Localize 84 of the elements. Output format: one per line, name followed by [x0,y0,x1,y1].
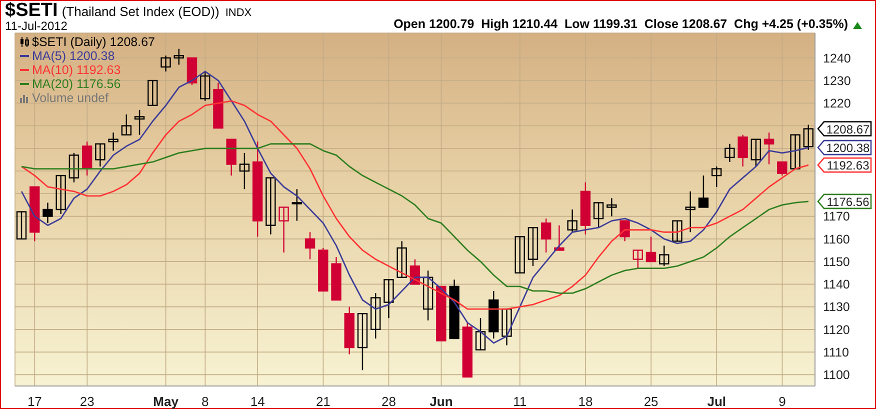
x-tick-label: 23 [80,394,94,409]
text: INDX [225,7,252,19]
candlestick [790,134,800,170]
candlestick [121,114,132,136]
text: Open 1200.79 High 1210.44 Low 1199.31 Close 1208.67 Chg +4.25 (+0.35%) [394,17,848,31]
candlestick [646,236,656,262]
candlestick [174,48,184,66]
annotation: Volume undef [32,91,108,105]
y-tick-label: 1170 [823,210,850,224]
candlestick [95,143,106,168]
candlestick [514,236,525,274]
legend-label: MA(20) 1176.56 [32,77,121,91]
x-tick-label: 14 [250,394,265,409]
x-tick-label: 9 [778,394,786,409]
x-tick-label: 25 [644,394,658,409]
y-tick-label: 1230 [823,74,851,88]
candlestick [239,152,250,190]
candlestick [750,138,762,168]
candlestick [540,218,552,254]
candlestick [304,232,316,260]
y-tick-label: 1240 [823,51,851,66]
legend-label: MA(10) 1192.63 [32,63,121,77]
legend-label: MA(5) 1200.38 [32,49,115,63]
x-tick-label: Jun [430,394,453,409]
candlestick [528,227,538,267]
y-tick-label: 1130 [823,300,850,314]
candlestick [632,250,643,269]
candlestick [357,312,368,371]
text: 1208.67 [826,122,870,136]
data-label: 1200.38 [826,141,870,156]
y-tick-label: 1220 [823,96,851,111]
candlestick [764,132,774,165]
x-tick-label: 17 [27,394,42,409]
x-tick-label: 8 [202,394,209,409]
y-tick-label: 1110 [823,345,849,360]
candlestick [16,211,27,240]
line-series [20,143,810,294]
candlestick [200,70,210,102]
candlestick [278,206,289,254]
candlestick [108,132,118,152]
candlestick [82,141,92,176]
candlestick [659,245,670,267]
candlestick [160,55,171,72]
candlestick [42,202,53,224]
candlestick [56,174,66,215]
candlestick [370,292,381,340]
candlestick [738,134,748,168]
x-tick-label: 18 [578,394,593,409]
chart-title: $SETI [5,0,58,21]
candlestick [422,270,434,321]
candlestick [567,208,578,233]
candlestick [685,190,696,233]
y-tick-label: 1140 [823,278,850,292]
legend-label: $SETI (Daily) 1208.67 [32,35,155,49]
x-tick-label: May [153,394,180,409]
x-tick-label: Jul [707,394,726,409]
candlestick [672,220,682,242]
candlestick [475,318,486,350]
candlestick [698,174,709,208]
candlestick [724,143,735,163]
annotation: 11-Jul-2012 [5,19,68,33]
candlestick [502,308,512,346]
x-tick-label: 28 [382,394,396,409]
y-tick-label: 1160 [823,232,850,246]
y-tick-label: 1150 [823,254,850,269]
candlestick [266,177,276,235]
candlestick [292,188,302,222]
y-tick-label: 1100 [823,368,850,382]
candlestick [803,124,814,151]
candlestick [593,202,604,228]
candlestick [777,161,788,176]
candlestick [396,240,407,278]
chart-subtitle: (Thailand Set Index (EOD)) [62,4,220,19]
candlestick [606,198,617,217]
x-tick-label: 11 [513,394,527,409]
x-tick-label: 21 [316,394,330,409]
data-label: 1192.63 [826,158,870,173]
candlestick [134,109,145,136]
candlestick [711,166,722,188]
y-tick-label: 1120 [823,322,850,337]
candlestick [68,152,80,183]
data-label: 1176.56 [826,194,870,209]
candlestick [384,279,394,319]
candlestick [148,80,158,106]
